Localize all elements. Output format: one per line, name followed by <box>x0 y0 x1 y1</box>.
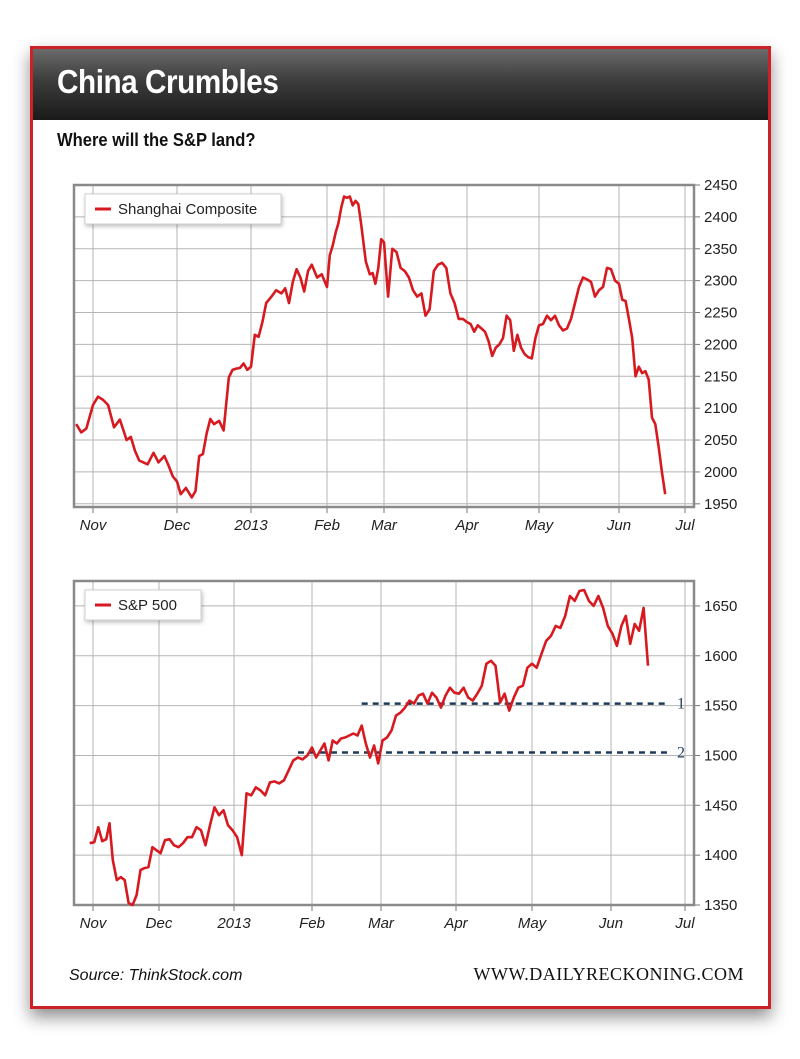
legend-box <box>84 193 282 225</box>
legend-label: Shanghai Composite <box>118 201 257 218</box>
legend: S&P 500 <box>84 589 202 621</box>
sp500-chart: Nov Dec 2013 Feb Mar Apr May Jun Jul 1350 1400 1450… <box>72 579 737 932</box>
y-tick-label: 2200 <box>704 336 737 353</box>
y-tick-label: 2050 <box>704 432 737 449</box>
y-tick-label: 1500 <box>704 747 737 764</box>
y-tick-label: 2150 <box>704 368 737 385</box>
page-title: China Crumbles <box>57 63 279 100</box>
x-tick-label-nov: Nov <box>80 915 108 932</box>
infographic-frame: China Crumbles Where will the S&P land? … <box>30 46 771 1009</box>
plot-border <box>72 579 696 907</box>
x-tick-label-dec: Dec <box>146 915 173 932</box>
y-tick-label: 2250 <box>704 305 737 322</box>
source-note: Source: ThinkStock.com <box>69 967 243 984</box>
y-tick-label: 2000 <box>704 464 737 481</box>
x-tick-label-feb: Feb <box>314 517 340 534</box>
x-tick-label-2013: 2013 <box>233 517 268 534</box>
shanghai-composite-chart: Nov Dec 2013 Feb Mar Apr May Jun Jul 1950 2000 2050… <box>72 177 737 534</box>
x-tick-label-nov: Nov <box>80 517 108 534</box>
y-tick-label: 1600 <box>704 648 737 665</box>
brand-url: WWW.DAILYRECKONING.COM <box>473 964 744 984</box>
y-tick-label: 1650 <box>704 598 737 615</box>
y-tick-label: 2350 <box>704 241 737 258</box>
legend: Shanghai Composite <box>84 193 282 225</box>
x-tick-label-may: May <box>518 915 548 932</box>
x-tick-label-jul: Jul <box>674 517 695 534</box>
x-tick-label-may: May <box>525 517 555 534</box>
x-tick-label-apr: Apr <box>443 915 468 932</box>
x-tick-label-apr: Apr <box>454 517 479 534</box>
guide-label-1: 1 <box>677 696 685 713</box>
y-tick-label: 1400 <box>704 847 737 864</box>
x-tick-label-mar: Mar <box>368 915 395 932</box>
legend-label: S&P 500 <box>118 597 177 614</box>
x-tick-label-2013: 2013 <box>216 915 251 932</box>
plot-border <box>72 183 696 509</box>
chart-subtitle: Where will the S&P land? <box>57 130 256 150</box>
y-tick-label: 2100 <box>704 400 737 417</box>
y-tick-label: 2300 <box>704 273 737 290</box>
y-tick-label: 1950 <box>704 496 737 513</box>
sp500-series-line <box>89 588 650 907</box>
y-tick-label: 1550 <box>704 698 737 715</box>
x-tick-label-feb: Feb <box>299 915 325 932</box>
x-tick-label-jun: Jun <box>598 915 623 932</box>
shanghai-series-line <box>75 195 667 499</box>
y-tick-label: 1450 <box>704 797 737 814</box>
header-bar: China Crumbles <box>33 49 768 120</box>
x-tick-label-mar: Mar <box>371 517 398 534</box>
x-tick-label-jun: Jun <box>606 517 631 534</box>
guide-label-2: 2 <box>677 744 685 761</box>
y-tick-label: 2450 <box>704 177 737 194</box>
x-tick-label-jul: Jul <box>674 915 695 932</box>
y-tick-label: 2400 <box>704 209 737 226</box>
x-tick-label-dec: Dec <box>164 517 191 534</box>
y-tick-label: 1350 <box>704 897 737 914</box>
